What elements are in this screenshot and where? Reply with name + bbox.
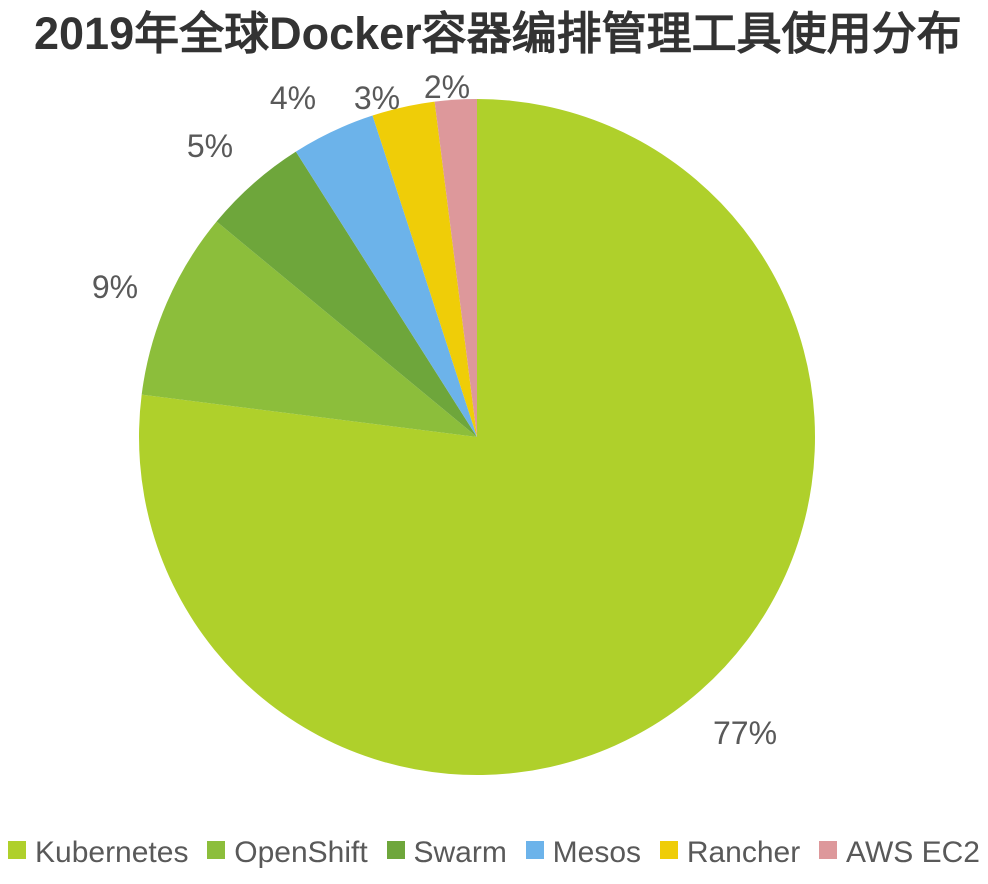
pie-slice-mesos — [295, 115, 477, 437]
pie-slice-rancher — [372, 101, 477, 438]
slice-label-kubernetes: 77% — [713, 715, 777, 751]
pie-slice-aws-ec2 — [434, 99, 477, 437]
chart-title: 2019年全球Docker容器编排管理工具使用分布 — [34, 8, 962, 59]
legend-label: AWS EC2 — [846, 836, 980, 869]
legend-swatch-icon — [659, 841, 678, 859]
slice-label-openshift: 9% — [92, 269, 138, 305]
legend-label: Mesos — [552, 836, 642, 869]
chart-legend: Kubernetes OpenShift Swarm Mesos Rancher AWS … — [8, 836, 980, 870]
legend-label: Rancher — [686, 836, 801, 869]
slice-label-rancher: 3% — [354, 80, 400, 116]
legend-label: Kubernetes — [35, 836, 189, 869]
pie-slice-swarm — [216, 151, 477, 437]
legend-label: OpenShift — [234, 836, 368, 869]
legend-swatch-icon — [207, 841, 226, 859]
slice-label-swarm: 5% — [187, 128, 233, 164]
legend-swatch-icon — [819, 841, 838, 859]
legend-label: Swarm — [413, 836, 507, 869]
slice-label-aws-ec2: 2% — [424, 69, 470, 105]
slice-label-mesos: 4% — [270, 80, 316, 116]
legend-item-rancher: Rancher — [659, 836, 801, 870]
pie-slice-kubernetes — [139, 99, 816, 775]
pie-chart: 77% 9% 5% 4% 3% 2% — [92, 69, 816, 775]
legend-swatch-icon — [525, 841, 544, 859]
legend-item-aws-ec2: AWS EC2 — [819, 836, 980, 870]
legend-item-openshift: OpenShift — [207, 836, 368, 870]
legend-swatch-icon — [386, 841, 405, 859]
legend-item-kubernetes: Kubernetes — [8, 836, 188, 870]
legend-item-swarm: Swarm — [386, 836, 507, 870]
legend-swatch-icon — [8, 841, 26, 859]
legend-item-mesos: Mesos — [525, 836, 642, 870]
pie-slice-openshift — [141, 221, 478, 437]
